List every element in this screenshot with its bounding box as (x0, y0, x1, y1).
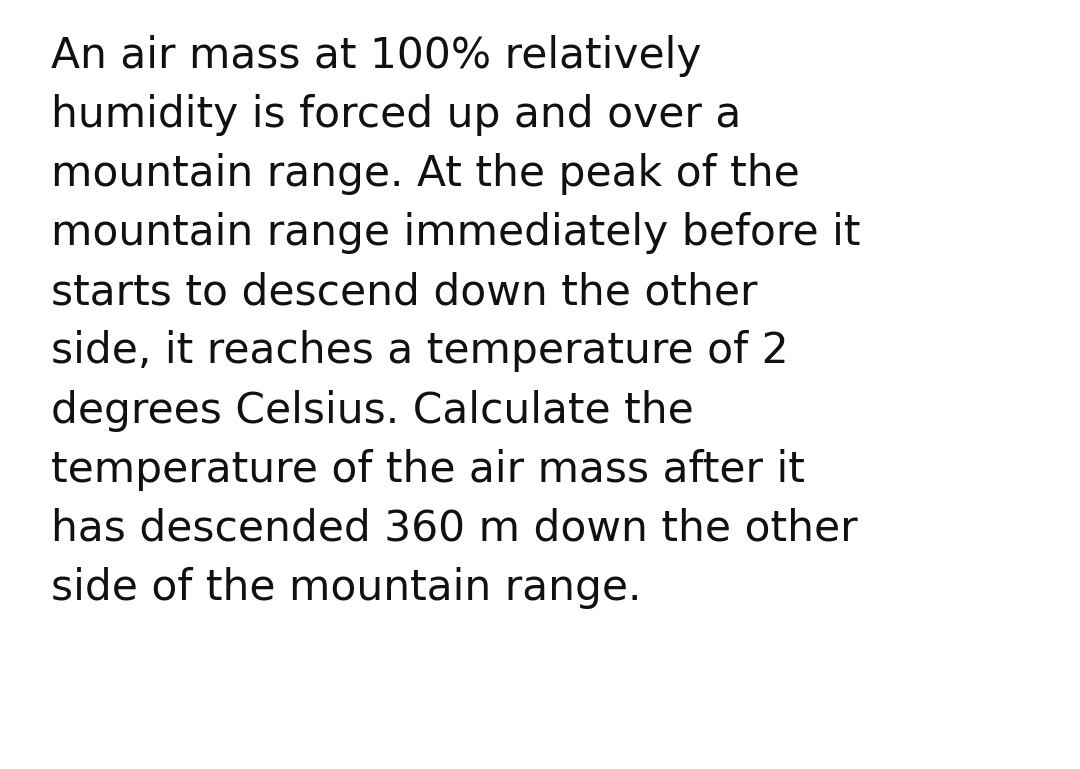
Text: An air mass at 100% relatively
humidity is forced up and over a
mountain range. : An air mass at 100% relatively humidity … (51, 35, 861, 609)
